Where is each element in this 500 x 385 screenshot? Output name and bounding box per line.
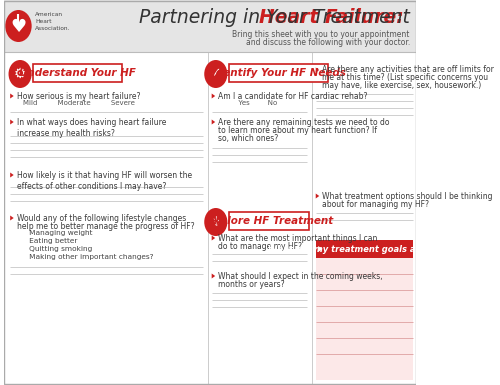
Text: How serious is my heart failure?: How serious is my heart failure? [17,92,140,101]
Polygon shape [318,246,322,252]
Polygon shape [10,119,14,124]
Text: to learn more about my heart function? If: to learn more about my heart function? I… [218,126,378,135]
Text: Making other important changes?: Making other important changes? [22,254,153,260]
Text: ⚙: ⚙ [14,67,26,81]
Text: Eating better: Eating better [22,238,77,244]
Text: Would any of the following lifestyle changes: Would any of the following lifestyle cha… [17,214,186,223]
Text: What should I expect in the coming weeks,: What should I expect in the coming weeks… [218,272,383,281]
Polygon shape [10,172,14,177]
Text: Heart: Heart [35,19,51,24]
Text: Heart Failure:: Heart Failure: [258,8,410,27]
Text: Mild         Moderate         Severe: Mild Moderate Severe [24,100,136,106]
Text: Managing weight: Managing weight [22,230,92,236]
Text: may have, like exercise, sex, housework.): may have, like exercise, sex, housework.… [322,81,482,90]
Circle shape [204,60,228,88]
Text: Are there any remaining tests we need to do: Are there any remaining tests we need to… [218,118,390,127]
Text: months or years?: months or years? [218,280,285,289]
Bar [316,240,413,258]
Text: In what ways does having heart failure
increase my health risks?: In what ways does having heart failure i… [17,118,166,138]
Text: help me to better manage the progress of HF?: help me to better manage the progress of… [17,222,194,231]
Text: and discuss the following with your doctor.: and discuss the following with your doct… [246,38,410,47]
Text: Identify Your HF Needs: Identify Your HF Needs [212,68,346,78]
Circle shape [8,60,32,88]
Polygon shape [10,94,14,99]
Text: American: American [35,12,63,17]
Text: Explore HF Treatment: Explore HF Treatment [206,216,333,226]
Text: me at this time? (List specific concerns you: me at this time? (List specific concerns… [322,73,488,82]
Text: ⚕: ⚕ [212,216,219,229]
Polygon shape [10,216,14,221]
Polygon shape [212,236,215,241]
Polygon shape [316,194,319,199]
Text: do to manage my HF?: do to manage my HF? [218,242,302,251]
Circle shape [204,208,228,236]
Polygon shape [212,119,215,124]
Polygon shape [212,273,215,278]
Text: How likely is it that having HF will worsen the
effects of other conditions I ma: How likely is it that having HF will wor… [17,171,192,191]
Text: Quitting smoking: Quitting smoking [22,246,92,252]
Text: about for managing my HF?: about for managing my HF? [322,200,430,209]
Text: so, which ones?: so, which ones? [218,134,278,143]
Text: What are the most important things I can: What are the most important things I can [218,234,378,243]
Polygon shape [316,67,319,72]
Bar [4,52,416,385]
Text: Association.: Association. [35,26,70,31]
Bar [316,258,413,380]
Bar [229,64,328,82]
Bar [4,0,416,52]
Bar [34,64,122,82]
Text: What are my treatment goals at this time?: What are my treatment goals at this time… [268,244,469,253]
Text: Partnering in Your Treatment: Partnering in Your Treatment [25,8,410,27]
Text: ✓: ✓ [210,67,221,80]
Text: Are there any activities that are off limits for: Are there any activities that are off li… [322,65,494,74]
Text: ♥: ♥ [10,18,26,36]
Circle shape [5,10,32,42]
Bar [229,212,309,230]
Text: Understand Your HF: Understand Your HF [20,68,136,78]
Polygon shape [212,94,215,99]
Text: Am I a candidate for HF cardiac rehab?: Am I a candidate for HF cardiac rehab? [218,92,368,101]
Text: What treatment options should I be thinking: What treatment options should I be think… [322,192,493,201]
Text: Bring this sheet with you to your appointment: Bring this sheet with you to your appoin… [232,30,410,39]
Text: Yes        No: Yes No [225,100,277,106]
